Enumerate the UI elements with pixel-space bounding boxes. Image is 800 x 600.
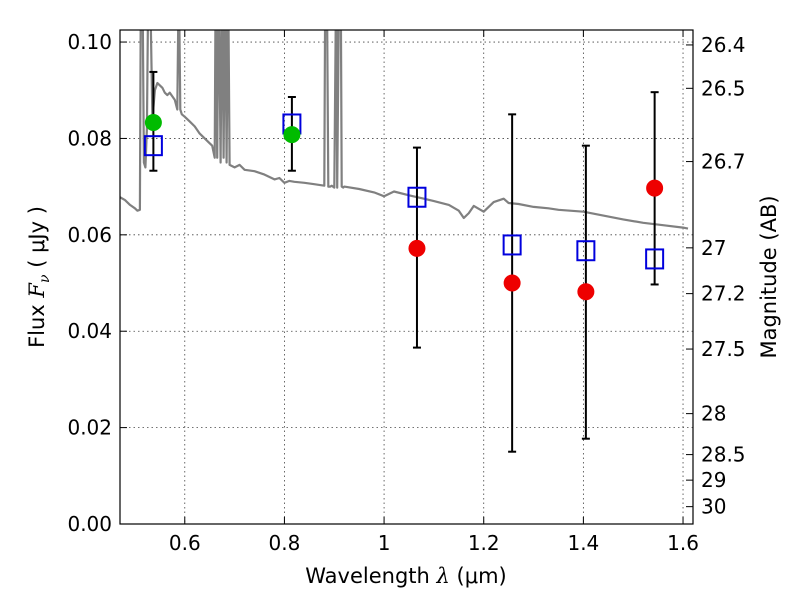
circle-marker: [646, 179, 664, 197]
x-axis-label: Wavelength λ (μm): [305, 564, 506, 588]
axis-ticks: 0.6 0.8 1 1.2 1.4 1.6 0.00 0.02 0.04 0.06 0.08 0.10…: [67, 30, 746, 555]
x-axis-label-text: Wavelength: [305, 564, 430, 588]
x-axis-label-symbol: λ: [436, 564, 450, 588]
square-marker: [143, 135, 163, 157]
y2-tick-label: 28: [701, 402, 726, 426]
y-tick-label: 0.08: [67, 126, 112, 150]
y2-tick-label: 28.5: [701, 443, 746, 467]
x-axis-label-unit: (μm): [457, 564, 507, 588]
circle-marker: [408, 239, 426, 257]
square-marker: [645, 248, 665, 270]
model-spectrum-line: [120, 30, 689, 230]
y2-tick-label: 30: [701, 495, 726, 519]
square-marker: [502, 234, 522, 256]
circle-marker: [503, 274, 521, 292]
y2-tick-label: 27.2: [701, 282, 746, 306]
y2-tick-label: 27: [701, 236, 726, 260]
y-tick-label: 0.02: [67, 416, 112, 440]
circle-marker: [283, 126, 301, 144]
circle-marker: [577, 283, 595, 301]
y-axis-label: Flux Fν ( μJy ): [25, 206, 53, 348]
y-axis-label-subscript: ν: [37, 274, 53, 283]
y-tick-label: 0.10: [67, 30, 112, 54]
plot-frame: [119, 29, 694, 525]
x-tick-label: 1.2: [468, 531, 500, 555]
data-markers: [143, 113, 665, 301]
y2-tick-label: 26.5: [701, 76, 746, 100]
y2-tick-label: 26.4: [701, 33, 746, 57]
square-marker: [576, 240, 596, 262]
x-tick-label: 1: [378, 531, 391, 555]
x-tick-label: 1.4: [567, 531, 599, 555]
y-tick-label: 0.04: [67, 319, 112, 343]
y-axis-label-text: Flux: [25, 304, 49, 348]
square-marker: [407, 186, 427, 208]
x-tick-label: 0.6: [169, 531, 201, 555]
y2-tick-label: 29: [701, 468, 726, 492]
y2-tick-label: 26.7: [701, 150, 746, 174]
y2-axis-label: Magnitude (AB): [757, 195, 781, 358]
y-axis-label-unit: ( μJy ): [25, 206, 49, 268]
x-tick-label: 0.8: [269, 531, 301, 555]
y2-tick-label: 27.5: [701, 337, 746, 361]
y-tick-label: 0.06: [67, 223, 112, 247]
y-axis-label-symbol: F: [25, 282, 49, 299]
grid-lines: [120, 30, 693, 524]
circle-marker: [144, 114, 162, 132]
x-tick-label: 1.6: [667, 531, 699, 555]
y-tick-label: 0.00: [67, 512, 112, 536]
